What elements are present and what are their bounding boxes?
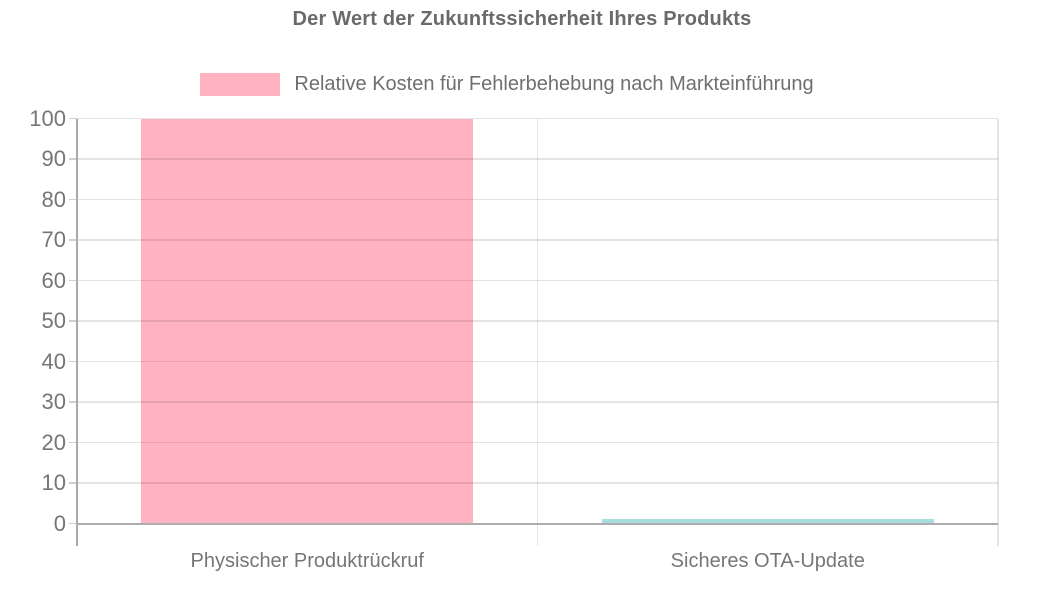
y-axis-label-40: 40 [41,348,66,374]
gridline-y-80 [77,198,998,201]
y-axis-line [76,118,78,546]
gridline-y-70 [77,239,998,241]
y-tick-70 [69,239,77,241]
y-tick-80 [69,198,77,201]
gridline-y-10 [77,482,998,484]
legend-swatch-icon [200,73,281,96]
bar-1 [141,118,474,524]
gridline-y-90 [77,158,998,160]
y-tick-20 [69,441,77,444]
x-axis-label-1: Physischer Produktrückruf [190,549,424,572]
y-tick-30 [69,401,77,403]
y-axis-label-20: 20 [41,429,66,455]
gridline-y-60 [77,279,998,282]
bar-2 [601,519,934,524]
gridline-y-20 [77,441,998,444]
y-axis-label-30: 30 [41,389,66,414]
y-axis-label-80: 80 [41,186,66,212]
y-axis-label-50: 50 [41,308,66,333]
y-axis-label-100: 100 [29,105,66,131]
legend-label: Relative Kosten für Fehlerbehebung nach … [294,73,814,95]
gridline-y-100 [77,117,998,120]
chart-title: Der Wert der Zukunftssicherheit Ihres Pr… [292,8,752,30]
gridline-x-1 [536,118,539,546]
x-axis-line [76,522,998,525]
y-tick-90 [69,158,77,160]
y-axis-label-10: 10 [41,470,66,495]
gridline-y-40 [77,360,998,363]
y-tick-60 [69,279,77,282]
y-tick-10 [69,482,77,484]
gridline-x-2 [997,118,999,546]
x-axis-label-2: Sicheres OTA-Update [670,549,865,572]
y-axis-label-70: 70 [41,227,66,252]
y-tick-50 [69,320,77,322]
y-tick-100 [69,117,77,120]
y-tick-0 [69,522,77,525]
y-axis-label-90: 90 [41,146,66,171]
legend: Relative Kosten für Fehlerbehebung nach … [0,73,1014,96]
y-axis-label-0: 0 [53,510,66,536]
gridline-y-30 [77,401,998,403]
gridline-y-50 [77,320,998,322]
y-axis-label-60: 60 [41,267,66,293]
y-tick-40 [69,360,77,363]
